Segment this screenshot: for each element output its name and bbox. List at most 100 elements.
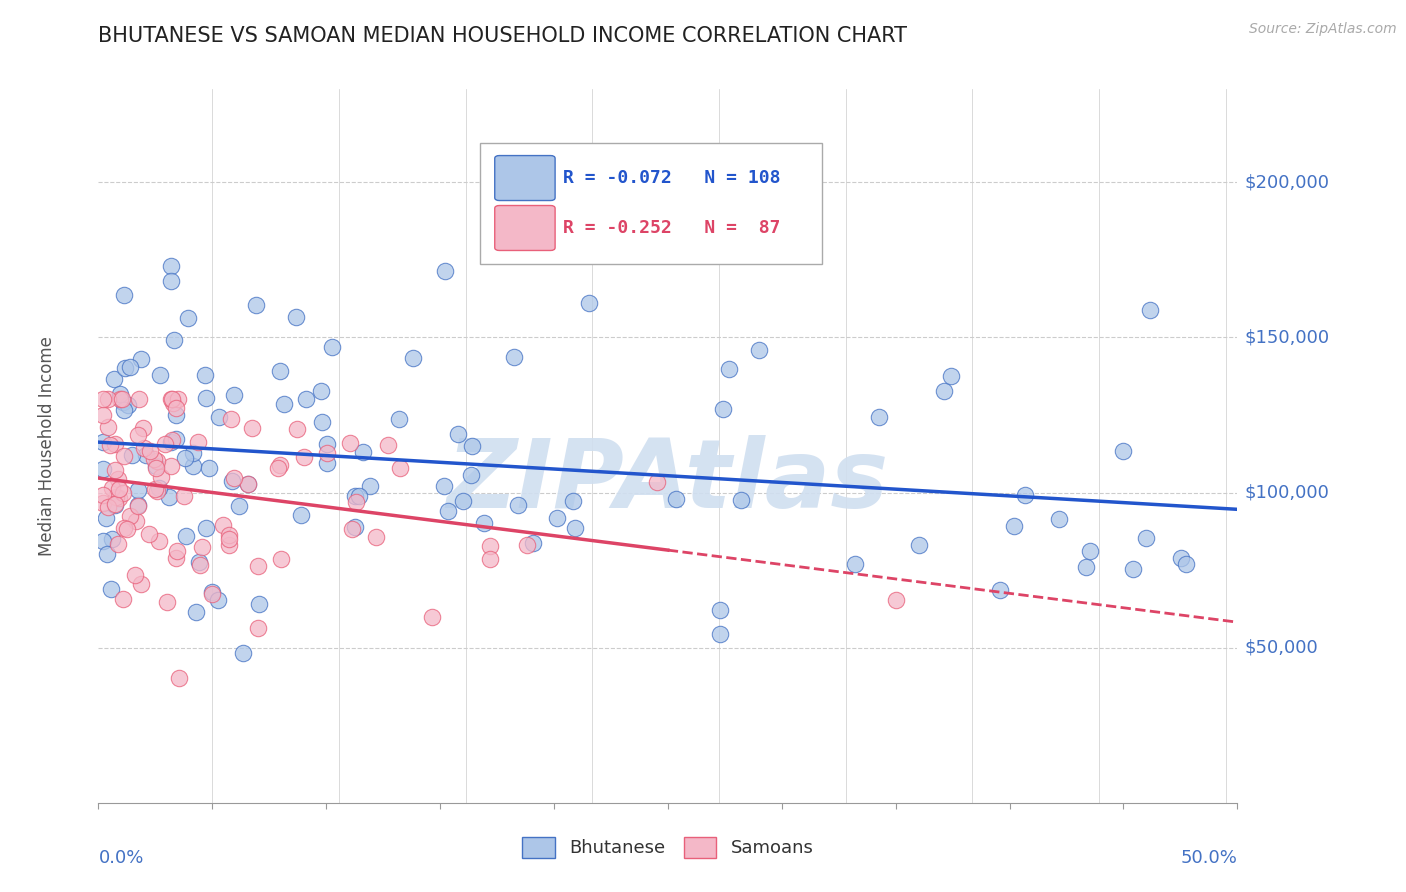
Point: [238, 477, 260, 491]
Point: [108, 491, 131, 505]
Text: 50.0%: 50.0%: [1181, 849, 1237, 867]
Point: [101, 533, 124, 547]
Point: [118, 360, 141, 375]
Point: [91, 408, 114, 422]
Point: [97, 419, 120, 434]
Point: [163, 333, 186, 347]
Point: [160, 392, 183, 407]
Point: [91, 435, 114, 450]
Point: [148, 482, 170, 496]
Point: [118, 508, 141, 523]
Point: [546, 510, 568, 524]
Point: [460, 468, 482, 483]
Text: R = -0.252   N =  87: R = -0.252 N = 87: [562, 219, 780, 236]
Text: Source: ZipAtlas.com: Source: ZipAtlas.com: [1249, 22, 1396, 37]
Point: [432, 479, 454, 493]
Point: [188, 558, 211, 572]
Point: [447, 427, 470, 442]
Point: [377, 438, 399, 452]
Point: [284, 310, 307, 325]
Point: [153, 436, 176, 450]
Point: [127, 428, 149, 442]
Point: [104, 497, 127, 511]
Point: [112, 449, 135, 463]
Point: [149, 368, 172, 383]
Point: [186, 435, 208, 450]
Point: [195, 391, 218, 405]
Point: [730, 493, 752, 508]
Point: [132, 442, 155, 456]
Point: [101, 481, 124, 495]
Text: ZIPAtlas: ZIPAtlas: [447, 435, 889, 528]
Point: [127, 499, 149, 513]
Point: [135, 449, 157, 463]
Point: [208, 409, 231, 424]
Point: [388, 460, 411, 475]
Point: [247, 597, 270, 611]
Point: [91, 534, 114, 549]
Point: [117, 523, 139, 537]
Point: [1139, 302, 1161, 317]
Point: [884, 593, 907, 607]
Point: [148, 533, 170, 548]
Point: [717, 361, 740, 376]
Point: [359, 478, 381, 492]
Point: [207, 592, 229, 607]
Point: [748, 343, 770, 358]
Point: [108, 387, 131, 401]
Point: [176, 529, 198, 543]
Point: [1047, 511, 1070, 525]
Point: [516, 538, 538, 552]
Point: [145, 454, 167, 468]
Point: [160, 434, 183, 449]
Point: [201, 585, 224, 599]
Point: [157, 490, 180, 504]
Point: [232, 646, 254, 660]
Point: [934, 384, 956, 399]
Point: [112, 402, 135, 417]
Point: [173, 451, 195, 466]
Point: [645, 475, 668, 489]
Point: [111, 392, 134, 407]
Text: R = -0.072   N = 108: R = -0.072 N = 108: [562, 169, 780, 186]
Point: [127, 483, 149, 497]
Text: $150,000: $150,000: [1244, 328, 1329, 346]
Point: [110, 392, 132, 407]
Point: [709, 603, 731, 617]
Point: [129, 577, 152, 591]
Point: [145, 483, 167, 498]
Point: [91, 462, 114, 476]
Point: [218, 538, 240, 552]
Point: [160, 458, 183, 473]
Point: [316, 446, 339, 460]
Point: [194, 520, 217, 534]
FancyBboxPatch shape: [495, 155, 555, 201]
Point: [167, 392, 190, 407]
FancyBboxPatch shape: [495, 205, 555, 251]
Point: [181, 458, 204, 473]
Point: [228, 499, 250, 513]
Point: [287, 422, 309, 436]
Point: [124, 568, 146, 582]
Point: [160, 433, 183, 447]
Point: [165, 550, 187, 565]
Point: [713, 402, 735, 417]
Point: [218, 527, 240, 541]
Point: [1122, 562, 1144, 576]
Text: BHUTANESE VS SAMOAN MEDIAN HOUSEHOLD INCOME CORRELATION CHART: BHUTANESE VS SAMOAN MEDIAN HOUSEHOLD INC…: [98, 27, 907, 46]
Point: [578, 295, 600, 310]
Point: [224, 387, 246, 401]
Point: [218, 533, 240, 547]
Point: [138, 527, 160, 541]
Point: [97, 500, 120, 514]
Point: [139, 443, 162, 458]
Point: [100, 582, 122, 596]
Point: [522, 536, 544, 550]
Point: [295, 392, 318, 406]
Point: [219, 412, 242, 426]
Point: [364, 530, 387, 544]
Point: [94, 510, 117, 524]
Point: [166, 544, 188, 558]
Point: [941, 368, 963, 383]
Point: [868, 409, 890, 424]
